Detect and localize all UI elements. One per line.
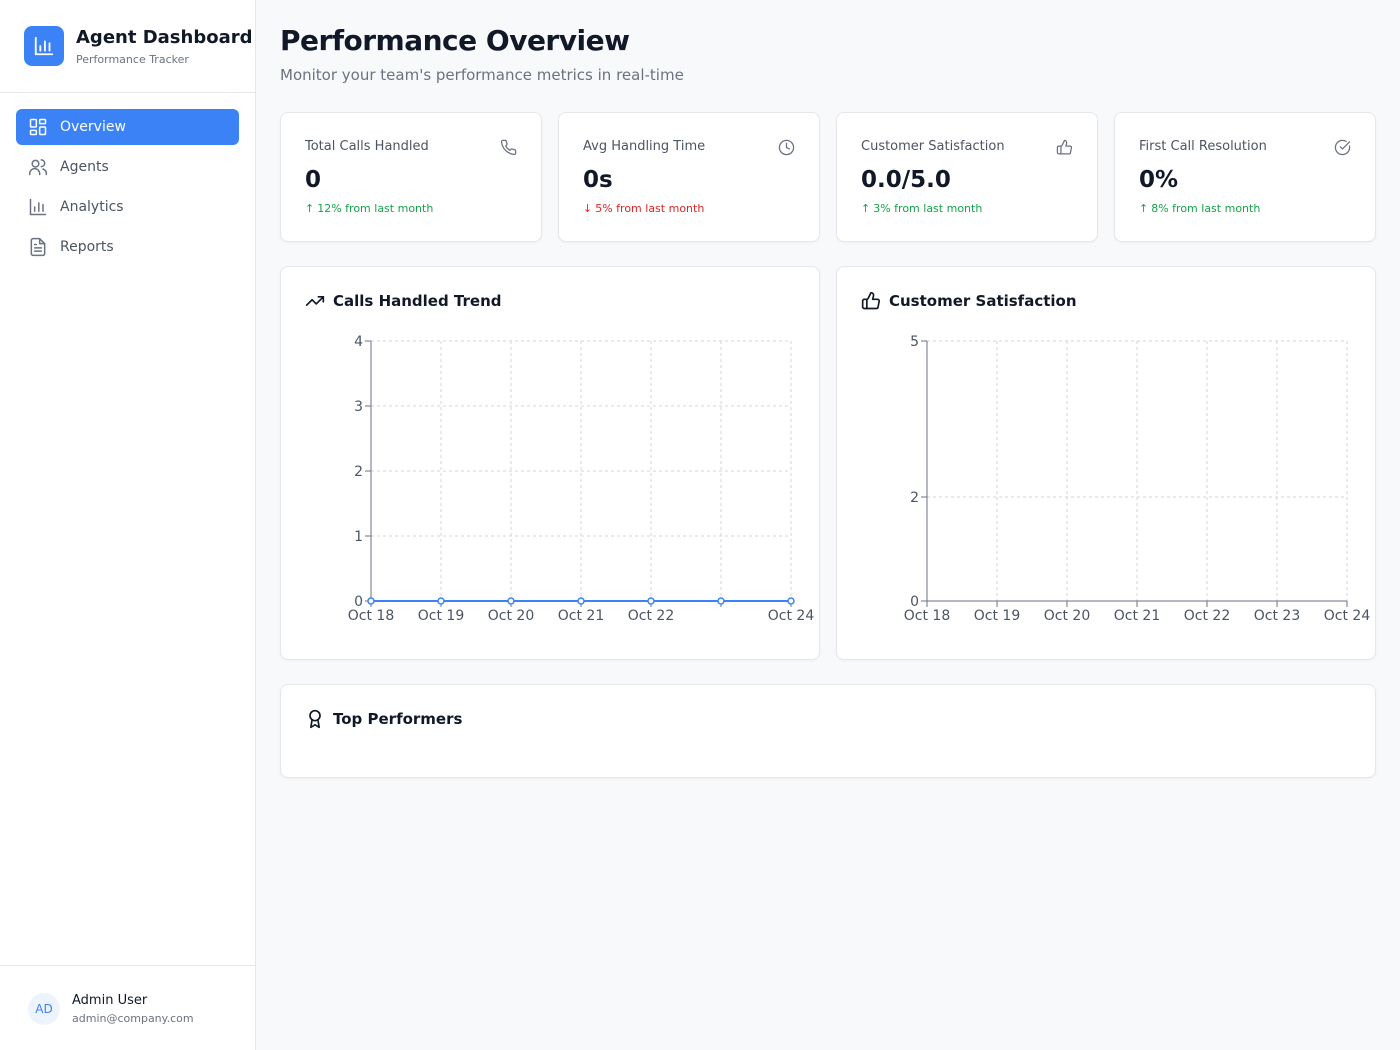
thumbs-up-icon: [1055, 138, 1073, 156]
users-icon: [28, 157, 48, 177]
stat-change-text: 8% from last month: [1151, 202, 1261, 215]
brand-subtitle: Performance Tracker: [76, 53, 189, 66]
card-title: Calls Handled Trend: [333, 292, 502, 310]
calls-trend-card: Calls Handled Trend 0 1 2 3 4 Oct 18 Oct 19 Oct…: [280, 266, 820, 660]
user-name: Admin User: [72, 993, 148, 1008]
stat-label: Customer Satisfaction: [861, 139, 1005, 154]
trending-up-icon: [305, 291, 325, 311]
award-icon: [305, 709, 325, 729]
stat-change: ↑ 3% from last month: [861, 202, 982, 215]
card-title: Customer Satisfaction: [889, 292, 1077, 310]
sidebar-item-analytics[interactable]: Analytics: [16, 189, 239, 225]
stat-change-text: 12% from last month: [317, 202, 434, 215]
avatar: AD: [28, 993, 60, 1025]
y-tick-label: 2: [910, 490, 919, 506]
stat-card-total-calls: Total Calls Handled 0 ↑ 12% from last mo…: [280, 112, 542, 242]
x-tick-label: Oct 24: [768, 608, 815, 624]
stat-value: 0: [305, 167, 322, 193]
stat-change: ↑ 8% from last month: [1139, 202, 1260, 215]
stat-change: ↑ 12% from last month: [305, 202, 433, 215]
arrow-up-icon: ↑: [305, 202, 315, 215]
sidebar-item-label: Agents: [60, 159, 109, 175]
x-tick-label: Oct 21: [558, 608, 604, 624]
layout-grid-icon: [28, 117, 48, 137]
card-header: Top Performers: [305, 709, 462, 729]
y-tick-label: 4: [354, 334, 363, 350]
data-point: [437, 597, 445, 605]
file-text-icon: [28, 237, 48, 257]
sidebar-item-overview[interactable]: Overview: [16, 109, 239, 145]
arrow-up-icon: ↑: [861, 202, 871, 215]
y-tick-label: 1: [354, 529, 363, 545]
x-tick-label: Oct 20: [488, 608, 534, 624]
x-tick-label: Oct 23: [1254, 608, 1300, 624]
x-tick-label: Oct 20: [1044, 608, 1090, 624]
x-tick-label: Oct 21: [1114, 608, 1160, 624]
card-title: Top Performers: [333, 710, 463, 728]
brand-title: Agent Dashboard: [76, 27, 253, 48]
data-point: [647, 597, 655, 605]
satisfaction-chart: 0 2 5 Oct 18 Oct 19 Oct 20 Oct 21 Oct 22 Oct 23 O…: [904, 334, 1371, 624]
sidebar-item-label: Analytics: [60, 199, 124, 215]
y-tick-label: 0: [910, 594, 919, 610]
x-tick-label: Oct 22: [628, 608, 674, 624]
sidebar-item-label: Overview: [60, 119, 126, 135]
top-performers-card: Top Performers: [280, 684, 1376, 778]
data-point: [507, 597, 515, 605]
x-tick-label: Oct 18: [904, 608, 950, 624]
data-point: [577, 597, 585, 605]
stat-value: 0s: [583, 167, 613, 193]
sidebar-item-agents[interactable]: Agents: [16, 149, 239, 185]
phone-icon: [499, 138, 517, 156]
clock-icon: [777, 138, 795, 156]
arrow-down-icon: ↓: [583, 202, 593, 215]
sidebar-item-label: Reports: [60, 239, 114, 255]
data-point: [367, 597, 375, 605]
thumbs-up-icon: [861, 291, 881, 311]
calls-trend-chart: 0 1 2 3 4 Oct 18 Oct 19 Oct 20 Oct 21 Oct 22 Oct 2…: [348, 334, 815, 624]
stat-card-first-call-resolution: First Call Resolution 0% ↑ 8% from last …: [1114, 112, 1376, 242]
user-email: admin@company.com: [72, 1012, 194, 1025]
arrow-up-icon: ↑: [1139, 202, 1149, 215]
y-tick-label: 0: [354, 594, 363, 610]
data-point: [717, 597, 725, 605]
x-tick-label: Oct 22: [1184, 608, 1230, 624]
sidebar-item-reports[interactable]: Reports: [16, 229, 239, 265]
stat-change-text: 3% from last month: [873, 202, 983, 215]
stat-card-avg-handling-time: Avg Handling Time 0s ↓ 5% from last mont…: [558, 112, 820, 242]
x-tick-label: Oct 19: [418, 608, 464, 624]
brand: Agent Dashboard Performance Tracker: [0, 0, 255, 93]
x-tick-label: Oct 19: [974, 608, 1020, 624]
card-header: Customer Satisfaction: [861, 291, 1077, 311]
y-tick-label: 3: [354, 399, 363, 415]
stat-change-text: 5% from last month: [595, 202, 705, 215]
stat-value: 0.0/5.0: [861, 167, 951, 193]
y-tick-label: 2: [354, 464, 363, 480]
stat-change: ↓ 5% from last month: [583, 202, 704, 215]
data-point: [787, 597, 795, 605]
stat-label: Total Calls Handled: [305, 139, 429, 154]
sidebar: Agent Dashboard Performance Tracker Over…: [0, 0, 256, 1050]
bar-chart-icon: [24, 26, 64, 66]
check-circle-icon: [1333, 138, 1351, 156]
page-subtitle: Monitor your team's performance metrics …: [280, 66, 684, 84]
stat-label: Avg Handling Time: [583, 139, 706, 154]
sidebar-nav: Overview Agents Analytics: [16, 109, 239, 269]
stat-value: 0%: [1139, 167, 1179, 193]
page-title: Performance Overview: [280, 24, 630, 57]
bar-chart-icon: [28, 197, 48, 217]
y-tick-label: 5: [910, 334, 919, 350]
stat-card-customer-satisfaction: Customer Satisfaction 0.0/5.0 ↑ 3% from …: [836, 112, 1098, 242]
main-content: Performance Overview Monitor your team's…: [256, 0, 1400, 1050]
card-header: Calls Handled Trend: [305, 291, 502, 311]
x-tick-label: Oct 18: [348, 608, 394, 624]
x-tick-label: Oct 24: [1324, 608, 1371, 624]
user-profile[interactable]: AD Admin User admin@company.com: [0, 965, 255, 1050]
satisfaction-card: Customer Satisfaction 0 2 5 Oct 18 Oct 19 Oct…: [836, 266, 1376, 660]
stat-label: First Call Resolution: [1139, 139, 1267, 154]
